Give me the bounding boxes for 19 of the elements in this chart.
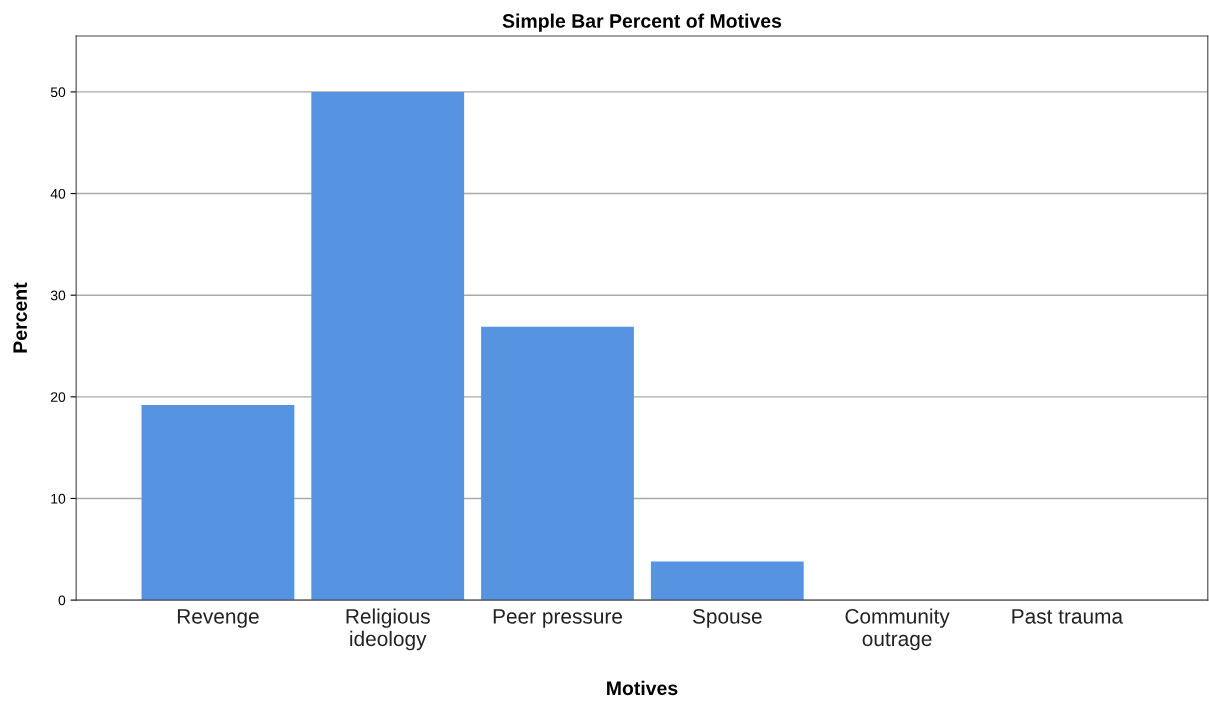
x-tick-label: Peer pressure xyxy=(493,609,623,628)
x-axis-title: Motives xyxy=(607,680,678,696)
y-tick-label: 40 xyxy=(50,188,66,199)
x-tick-label: Community outrage xyxy=(845,608,950,651)
bar xyxy=(481,326,634,601)
x-tick-label: Religious ideology xyxy=(346,608,430,651)
bar xyxy=(650,561,804,601)
bar xyxy=(311,91,465,601)
y-tick-label: 20 xyxy=(51,392,66,402)
x-tick-label: Spouse xyxy=(692,608,762,628)
x-tick-label: Revenge xyxy=(177,609,259,628)
bar xyxy=(141,404,295,601)
y-tick-label: 0 xyxy=(58,595,66,606)
y-tick-label: 50 xyxy=(50,87,66,98)
x-tick-label: Past trauma xyxy=(1012,609,1124,624)
chart-title: Simple Bar Percent of Motives xyxy=(502,13,782,32)
y-tick-label: 10 xyxy=(51,493,66,504)
y-axis-title: Percent xyxy=(13,282,28,353)
y-tick-label: 30 xyxy=(50,290,66,301)
